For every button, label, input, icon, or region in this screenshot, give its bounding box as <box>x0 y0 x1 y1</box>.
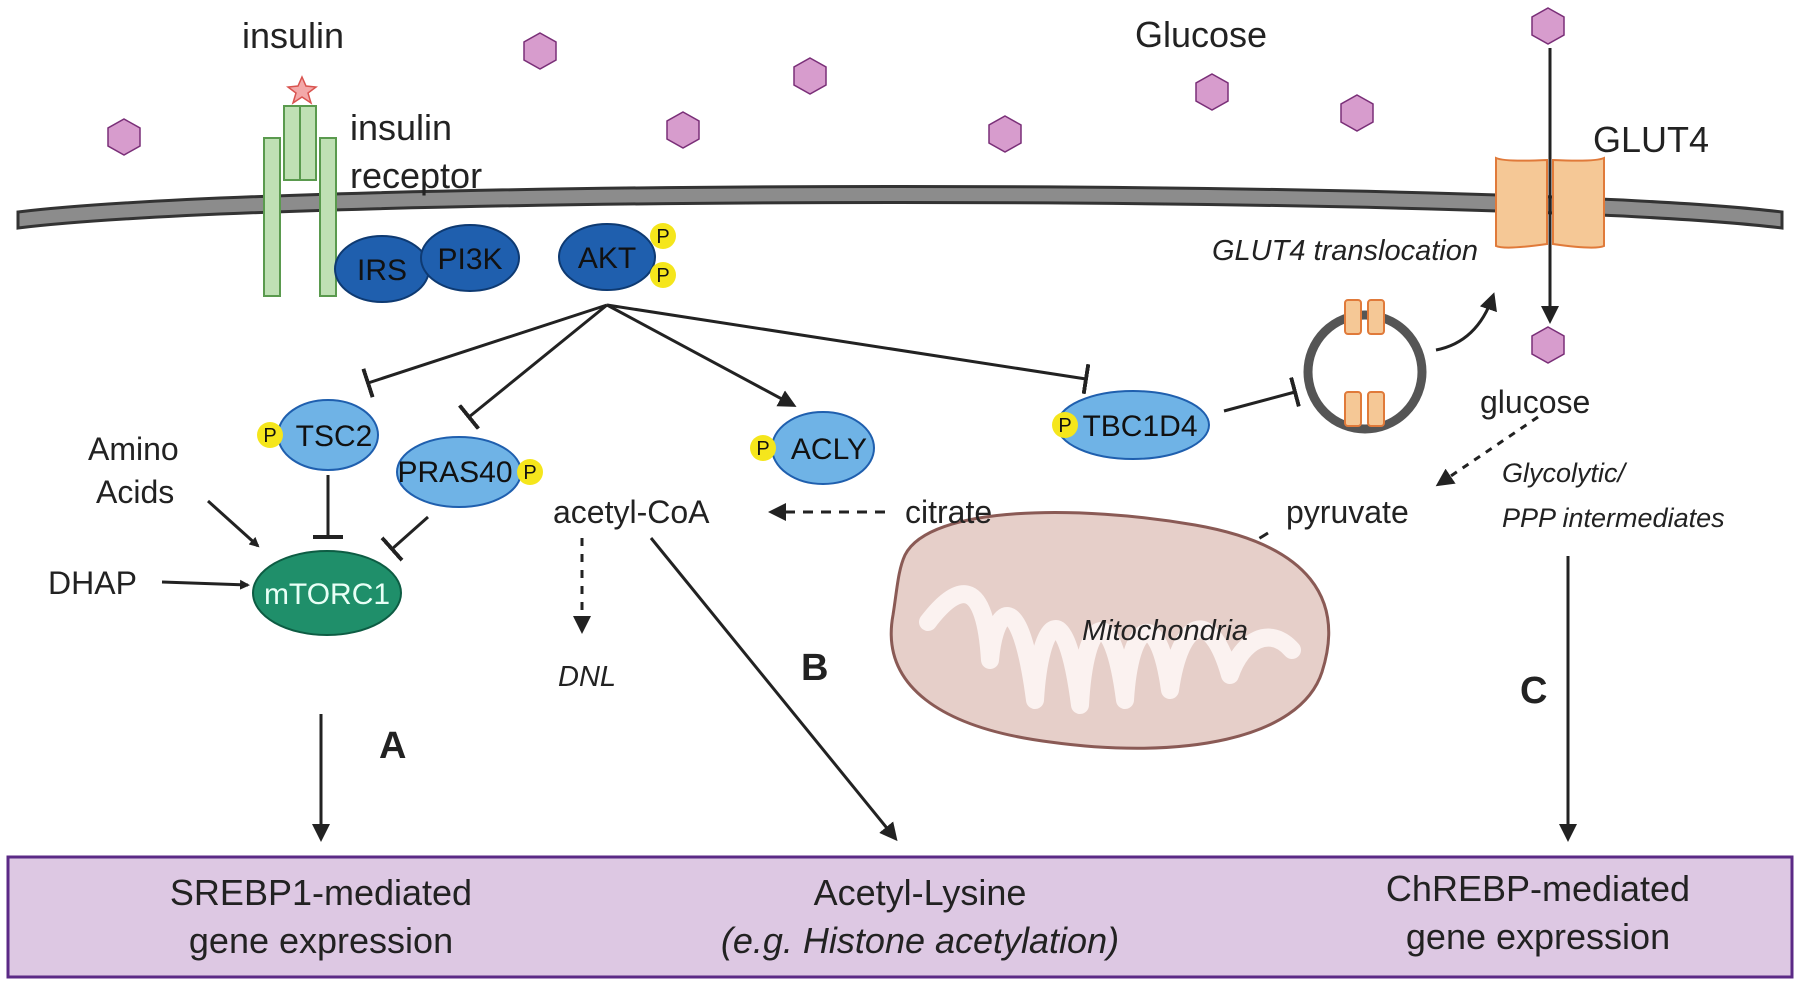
glucose-hexagon <box>107 118 141 156</box>
output-band <box>6 855 1794 979</box>
glucose-hexagon <box>666 111 700 149</box>
mtorc1-edges <box>161 475 429 842</box>
citrate-label: citrate <box>905 494 992 530</box>
pyruvate-label: pyruvate <box>1286 494 1409 530</box>
dhap-to-mtorc1 <box>161 579 250 590</box>
vesicle-glut4 <box>1344 299 1385 427</box>
mitochondria-label: Mitochondria <box>1082 615 1248 647</box>
mtorc1-label: mTORC1 <box>264 578 390 611</box>
mtorc1-node <box>252 550 402 636</box>
tbc1d4-to-vesicle-inhibition <box>1223 376 1301 413</box>
dnl-label: DNL <box>558 661 616 693</box>
amino-acids-label-line1: Amino <box>88 431 179 467</box>
pi3k-label: PI3K <box>437 243 502 276</box>
phospho-label: P <box>523 462 536 484</box>
phospho-label: P <box>1058 415 1071 437</box>
glycolytic-label-line2: PPP intermediates <box>1502 503 1725 533</box>
amino-acids-to-mtorc1 <box>206 499 260 548</box>
glucose-label: Glucose <box>1135 14 1267 55</box>
phospho-badge <box>1052 412 1078 438</box>
phospho-label: P <box>656 265 669 287</box>
glucose-hexagon <box>1195 73 1229 111</box>
insulin-receptor <box>263 105 337 297</box>
acly-label: ACLY <box>791 433 867 466</box>
phospho-badge <box>257 422 283 448</box>
insulin-receptor-label-line1: insulin <box>350 107 452 148</box>
glucose-hexagon <box>1531 326 1565 364</box>
glut4-transporter <box>1495 156 1605 249</box>
chrebp-output-line1: ChREBP-mediated <box>1386 868 1690 909</box>
acetyl-lysine-output-line2: (e.g. Histone acetylation) <box>721 920 1119 961</box>
phospho-badge <box>517 459 543 485</box>
akt-label: AKT <box>578 242 636 275</box>
akt-to-tsc2-inhibition <box>361 303 608 398</box>
akt-to-pras40-inhibition <box>457 303 608 430</box>
phospho-badge <box>650 223 676 249</box>
phospho-label: P <box>263 425 276 447</box>
akt-edges <box>361 303 1091 430</box>
glucose-to-pyruvate <box>1435 415 1539 487</box>
amino-acids-label-line2: Acids <box>96 474 174 510</box>
acetyl-lysine-output-line1: Acetyl-Lysine <box>814 872 1027 913</box>
phospho-label: P <box>656 226 669 248</box>
akt-to-acly-activation <box>606 303 797 407</box>
branch-a-label: A <box>379 725 406 767</box>
glut4-vesicle <box>1303 310 1427 434</box>
glucose-inside-label: glucose <box>1480 384 1590 420</box>
chrebp-output-line2: gene expression <box>1406 916 1670 957</box>
phospho-badge <box>750 435 776 461</box>
glucose-molecules <box>107 7 1565 364</box>
akt-node <box>558 223 656 291</box>
glucose-hexagon <box>523 32 557 70</box>
branch-c-label: C <box>1520 670 1547 712</box>
glut4-translocation-label: GLUT4 translocation <box>1212 235 1478 267</box>
akt-to-tbc1d4-inhibition <box>606 303 1091 395</box>
insulin-star-icon <box>286 75 318 105</box>
glycolytic-label-line1: Glycolytic/ <box>1502 458 1628 488</box>
translocation-arrow <box>1435 292 1497 352</box>
acetyl-coa-to-acetyl-lysine <box>649 537 898 842</box>
mitochondria <box>889 511 1331 750</box>
glut4-label: GLUT4 <box>1593 119 1709 160</box>
tbc1d4-label: TBC1D4 <box>1082 410 1197 443</box>
pras40-to-mtorc1-inhibition <box>380 515 429 562</box>
insulin-receptor-label-line2: receptor <box>350 155 482 196</box>
plasma-membrane <box>16 185 1784 230</box>
dhap-label: DHAP <box>48 565 137 601</box>
glucose-hexagon <box>1340 94 1374 132</box>
srebp1-output-line2: gene expression <box>189 920 453 961</box>
insulin-label: insulin <box>242 15 344 56</box>
glucose-hexagon <box>793 57 827 95</box>
pras40-label: PRAS40 <box>397 456 512 489</box>
pi3k-node <box>420 224 520 292</box>
srebp1-output-line1: SREBP1-mediated <box>170 872 472 913</box>
glucose-hexagon <box>988 115 1022 153</box>
phospho-badge <box>650 262 676 288</box>
acetyl-coa-label: acetyl-CoA <box>553 494 710 530</box>
glucose-hexagon <box>1531 7 1565 45</box>
phospho-label: P <box>756 438 769 460</box>
irs-label: IRS <box>357 254 407 287</box>
branch-b-label: B <box>801 647 828 689</box>
tsc2-label: TSC2 <box>296 420 373 453</box>
